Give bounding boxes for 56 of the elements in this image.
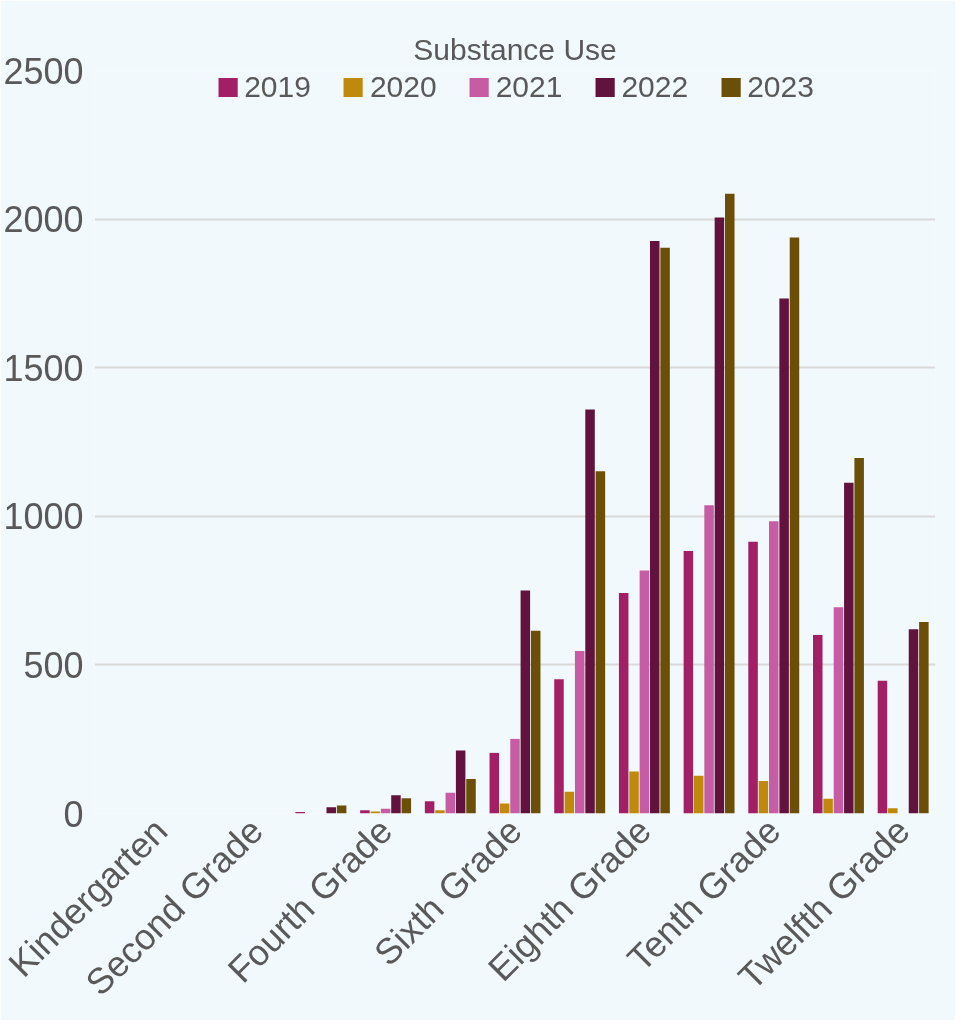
bar	[391, 795, 401, 814]
legend-label: 2019	[244, 70, 311, 104]
bar	[704, 505, 714, 814]
bar	[833, 607, 844, 814]
bar	[520, 590, 531, 814]
bar	[499, 803, 510, 814]
bar	[435, 810, 445, 814]
bar	[489, 752, 500, 814]
bar	[660, 247, 670, 814]
bar	[424, 801, 435, 814]
bar	[639, 570, 650, 814]
bar	[326, 807, 337, 814]
bar	[618, 592, 629, 814]
bar	[919, 622, 929, 814]
bar	[888, 808, 898, 814]
bar	[758, 781, 769, 814]
bar	[455, 750, 466, 814]
y-tick-label: 1500	[3, 347, 84, 389]
bar	[789, 237, 800, 814]
bar	[510, 738, 520, 814]
bar	[445, 792, 456, 814]
bar	[360, 810, 370, 814]
legend-label: 2020	[369, 70, 437, 104]
chart-title: Substance Use	[413, 32, 617, 66]
bar	[370, 811, 381, 814]
bar	[574, 650, 585, 814]
bar	[693, 775, 704, 814]
bar	[779, 298, 789, 814]
bar	[530, 630, 541, 814]
bar	[585, 409, 595, 814]
y-tick-label: 500	[23, 644, 84, 686]
bar	[649, 241, 660, 814]
bar	[823, 798, 833, 814]
bar	[854, 458, 864, 814]
y-tick-label: 1000	[3, 496, 84, 538]
bar	[813, 634, 823, 814]
bar	[725, 193, 735, 814]
bar	[554, 679, 564, 814]
legend-label: 2021	[495, 70, 563, 104]
bar	[844, 482, 854, 814]
bar	[629, 771, 639, 814]
bar	[769, 521, 779, 814]
y-tick-label: 2500	[3, 50, 84, 92]
bar	[336, 805, 347, 814]
bar	[908, 629, 919, 814]
bar	[466, 779, 476, 814]
bar	[748, 541, 758, 814]
y-tick-label: 2000	[3, 199, 84, 241]
legend-label: 2023	[747, 70, 814, 104]
bar	[683, 551, 694, 814]
bar	[401, 798, 412, 814]
bar	[564, 791, 575, 814]
bar	[877, 680, 888, 814]
bar	[714, 217, 725, 814]
bar	[595, 471, 606, 814]
legend-label: 2022	[621, 70, 689, 104]
